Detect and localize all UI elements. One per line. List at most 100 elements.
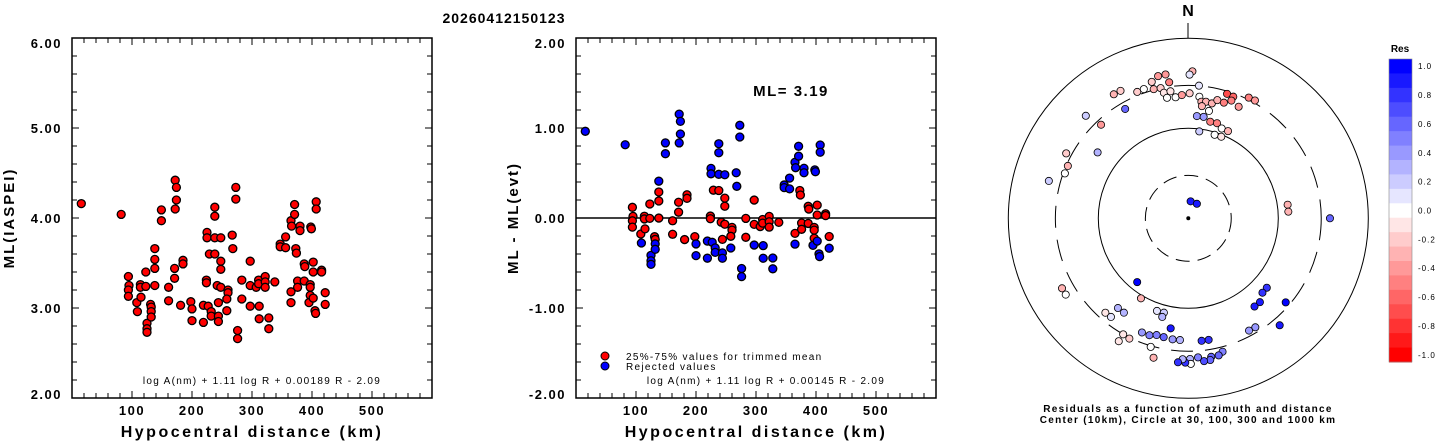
y-tick-label: 2.00 — [31, 387, 62, 402]
data-point — [213, 316, 224, 327]
station-point — [1081, 111, 1090, 120]
colorbar-band — [1389, 160, 1412, 175]
rejected-point — [675, 116, 686, 127]
rejected-point — [675, 129, 686, 139]
data-point — [210, 202, 220, 212]
data-point — [280, 243, 291, 253]
station-point — [1214, 351, 1223, 360]
y-tick-label: 0.00 — [535, 211, 566, 226]
data-point — [141, 267, 151, 277]
residual-distance-plot: 100 200 300 400 500 -2.00 -1.00 0.00 1.00 2.00 ML… — [505, 36, 937, 441]
data-point — [245, 301, 255, 311]
data-point — [132, 306, 143, 317]
station-point — [1283, 200, 1292, 209]
data-point — [308, 267, 318, 277]
accepted-point — [640, 224, 650, 234]
station-point — [1217, 132, 1226, 141]
data-point — [163, 296, 174, 306]
rejected-point — [580, 126, 590, 136]
data-point — [141, 281, 151, 292]
caption-line-1: Residuals as a function of azimuth and d… — [1043, 404, 1332, 415]
data-point — [231, 182, 241, 193]
colorbar: Res 1.0 0.8 0.6 0.4 0.2 0.0 -0.2 -0.4 -0.6 -0.8 -1… — [1388, 44, 1436, 363]
accepted-point — [682, 193, 692, 203]
station-point — [1121, 104, 1130, 113]
data-point — [232, 333, 243, 344]
rejected-point — [810, 167, 821, 177]
station-point — [1119, 308, 1128, 317]
y-tick-label: -2.00 — [529, 387, 566, 402]
station-point — [1224, 127, 1233, 136]
station-point — [1166, 324, 1175, 333]
data-point — [171, 182, 182, 193]
station-point — [1325, 214, 1334, 223]
data-point — [286, 221, 297, 231]
y-tick-label: 1.00 — [535, 121, 566, 136]
station-point — [1255, 298, 1264, 307]
station-point — [1136, 294, 1145, 303]
data-point — [178, 259, 188, 269]
data-point — [311, 204, 321, 214]
accepted-point — [824, 231, 834, 242]
accepted-point — [679, 234, 690, 245]
station-point — [1063, 161, 1072, 170]
station-point — [1284, 207, 1293, 216]
data-point — [245, 256, 255, 266]
rejected-point — [812, 236, 822, 246]
data-point — [213, 297, 224, 308]
station-point — [1185, 70, 1194, 79]
station-point — [1204, 106, 1213, 115]
data-point — [156, 205, 167, 215]
station-point — [1245, 326, 1254, 335]
accepted-point — [820, 210, 831, 221]
rejected-point — [636, 238, 647, 248]
data-point — [310, 308, 321, 319]
y-axis-label: ML(IASPEI) — [1, 168, 18, 269]
station-point — [1194, 353, 1203, 362]
colorbar-label: 0.6 — [1418, 120, 1432, 129]
rejected-point — [768, 253, 778, 263]
data-point — [216, 233, 226, 243]
station-point — [1234, 102, 1243, 111]
data-point — [216, 264, 226, 274]
station-point — [1058, 284, 1067, 293]
rejected-point — [814, 251, 825, 262]
station-point — [1275, 321, 1284, 330]
ml-distance-plot: 100 200 300 400 500 2.00 3.00 4.00 5.00 6.00 ML(I… — [1, 36, 433, 441]
rejected-point — [660, 149, 671, 159]
station-point — [1197, 336, 1206, 345]
data-point — [171, 195, 182, 205]
station-point — [1197, 102, 1206, 111]
accepted-point — [741, 213, 751, 224]
data-point — [150, 280, 160, 291]
colorbar-label: 0.4 — [1418, 149, 1432, 158]
data-point — [264, 324, 274, 334]
rejected-point — [758, 253, 768, 263]
station-point — [1109, 90, 1118, 99]
ml-event-label: ML= 3.19 — [753, 83, 829, 100]
ring-30km — [1144, 174, 1232, 262]
data-point — [295, 225, 305, 236]
colorbar-band — [1389, 347, 1412, 363]
accepted-point — [812, 210, 822, 220]
accepted-point — [627, 222, 638, 232]
rejected-point — [717, 253, 728, 263]
accepted-point — [705, 214, 716, 224]
rejected-point — [691, 250, 701, 261]
station-point — [1192, 112, 1201, 121]
y-tick-label: 3.00 — [31, 301, 62, 316]
legend-label-accepted: 25%-75% values for trimmed mean — [626, 352, 822, 363]
colorbar-label: -1.0 — [1418, 351, 1436, 360]
data-point — [254, 314, 264, 324]
colorbar-label: -0.2 — [1418, 235, 1436, 244]
station-point — [1206, 117, 1215, 126]
data-point — [308, 257, 318, 267]
data-point — [270, 277, 280, 287]
data-point — [308, 293, 318, 303]
rejected-point — [650, 244, 660, 254]
data-point — [260, 282, 270, 292]
data-point — [264, 313, 274, 323]
data-point — [136, 292, 146, 302]
station-point — [1093, 148, 1102, 157]
